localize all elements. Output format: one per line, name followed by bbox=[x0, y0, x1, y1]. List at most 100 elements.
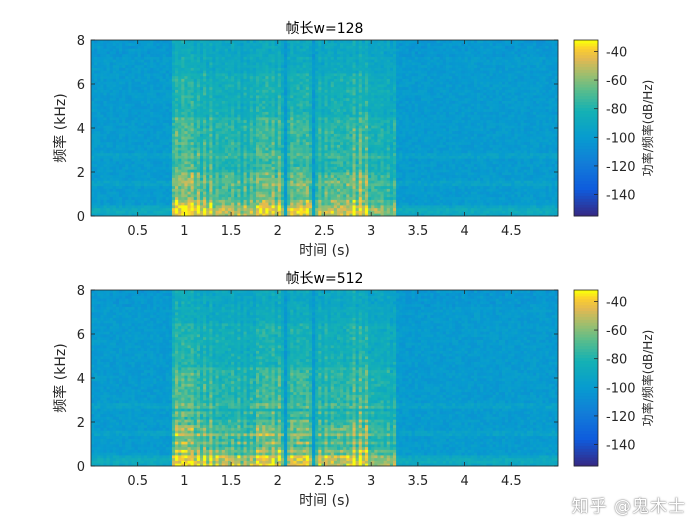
colorbar-segment bbox=[574, 139, 598, 144]
colorbar-segment bbox=[574, 372, 598, 376]
colorbar-segment bbox=[574, 142, 598, 147]
colorbar-segment bbox=[574, 169, 598, 173]
colorbar-segment bbox=[574, 192, 598, 196]
colorbar-segment bbox=[574, 45, 598, 50]
colorbar-segment bbox=[574, 348, 598, 353]
colorbar-segment bbox=[574, 154, 598, 158]
colorbar-segment bbox=[574, 204, 598, 208]
colorbar-segment bbox=[574, 331, 598, 335]
colorbar-segment bbox=[574, 78, 598, 82]
y-tick-label: 2 bbox=[77, 416, 85, 431]
colorbar-tick-label: -100 bbox=[606, 131, 636, 146]
colorbar-segment bbox=[574, 410, 598, 414]
colorbar-segment bbox=[574, 392, 598, 397]
colorbar-segment bbox=[574, 357, 598, 361]
colorbar-segment bbox=[574, 104, 598, 108]
colorbar-segment bbox=[574, 422, 598, 426]
colorbar-segment bbox=[574, 186, 598, 191]
colorbar-segment bbox=[574, 213, 598, 217]
colorbar-segment bbox=[574, 298, 598, 303]
colorbar-segment bbox=[574, 316, 598, 320]
x-tick-label: 4.5 bbox=[501, 474, 522, 489]
colorbar-segment bbox=[574, 386, 598, 391]
colorbar-segment bbox=[574, 40, 598, 44]
x-axis-label: 时间 (s) bbox=[299, 493, 350, 509]
colorbar-segment bbox=[574, 416, 598, 420]
colorbar-segment bbox=[574, 174, 598, 179]
colorbar-tick-label: -100 bbox=[606, 381, 636, 396]
x-tick-label: 4 bbox=[460, 474, 468, 489]
colorbar-segment bbox=[574, 419, 598, 423]
colorbar-segment bbox=[574, 301, 598, 306]
colorbar-segment bbox=[574, 172, 598, 176]
colorbar-tick-label: -120 bbox=[606, 410, 636, 425]
x-tick-label: 1 bbox=[180, 224, 188, 239]
colorbar-segment bbox=[574, 448, 598, 452]
colorbar-segment bbox=[574, 433, 598, 438]
colorbar-segment bbox=[574, 424, 598, 429]
colorbar-segment bbox=[574, 378, 598, 382]
x-tick-label: 2 bbox=[274, 474, 282, 489]
y-tick-label: 0 bbox=[77, 460, 85, 475]
colorbar-segment bbox=[574, 72, 598, 76]
colorbar-frame bbox=[573, 39, 599, 217]
colorbar-tick-label: -140 bbox=[606, 439, 636, 454]
colorbar-segment bbox=[574, 383, 598, 388]
colorbar-segment bbox=[574, 107, 598, 111]
colorbar-segment bbox=[574, 307, 598, 312]
colorbar-segment bbox=[574, 89, 598, 94]
colorbar-segment bbox=[574, 69, 598, 73]
colorbar-segment bbox=[574, 166, 598, 170]
colorbar-segment bbox=[574, 51, 598, 56]
colorbar-segment bbox=[574, 198, 598, 202]
colorbar-segment bbox=[574, 442, 598, 446]
colorbar-label: 功率/频率(dB/Hz) bbox=[640, 80, 655, 177]
spectrogram-panel-2: 0.5 1 1.5 2 2.5 3 3.5 4 4.5 0 2 4 6 8 帧长w=512 时间 (s) 频率 … bbox=[52, 271, 655, 509]
colorbar-segment bbox=[574, 110, 598, 114]
colorbar-segment bbox=[574, 163, 598, 167]
colorbar-segment bbox=[574, 427, 598, 432]
colorbar-segment bbox=[574, 210, 598, 214]
colorbar-segment bbox=[574, 345, 598, 350]
colorbar-segment bbox=[574, 48, 598, 53]
colorbar-segment bbox=[574, 319, 598, 323]
colorbar-segment bbox=[574, 113, 598, 117]
colorbar-segment bbox=[574, 436, 598, 441]
colorbar-segment bbox=[574, 380, 598, 385]
colorbar-segment bbox=[574, 451, 598, 455]
colorbar-segment bbox=[574, 92, 598, 97]
colorbar-segment bbox=[574, 404, 598, 408]
colorbar-segment bbox=[574, 322, 598, 326]
x-tick-label: 0.5 bbox=[127, 474, 148, 489]
colorbar-segment bbox=[574, 42, 598, 47]
colorbar-segment bbox=[574, 148, 598, 152]
chart-title: 帧长w=512 bbox=[286, 271, 364, 287]
colorbar-segment bbox=[574, 151, 598, 155]
colorbar-segment bbox=[574, 189, 598, 194]
colorbar-segment bbox=[574, 177, 598, 182]
x-tick-label: 1.5 bbox=[221, 224, 242, 239]
colorbar-segment bbox=[574, 363, 598, 367]
colorbar-segment bbox=[574, 334, 598, 338]
y-axis-label: 频率 (kHz) bbox=[52, 343, 69, 412]
colorbar-frame bbox=[573, 289, 599, 467]
spectrogram-image bbox=[91, 290, 559, 467]
colorbar-segment bbox=[574, 116, 598, 120]
colorbar-segment bbox=[574, 454, 598, 458]
x-axis-label: 时间 (s) bbox=[299, 243, 350, 259]
colorbar-segment bbox=[574, 375, 598, 379]
colorbar-segment bbox=[574, 398, 598, 402]
colorbar-segment bbox=[574, 366, 598, 370]
chart-title: 帧长w=128 bbox=[286, 21, 364, 37]
colorbar-segment bbox=[574, 413, 598, 417]
colorbar-segment bbox=[574, 66, 598, 70]
y-tick-label: 8 bbox=[77, 34, 85, 49]
colorbar: -40 -60 -80 -100 -120 -140 功率/频率(dB/Hz) bbox=[573, 289, 655, 467]
colorbar-segment bbox=[574, 395, 598, 400]
colorbar-segment bbox=[574, 304, 598, 309]
colorbar-tick-label: -140 bbox=[606, 189, 636, 204]
colorbar-segment bbox=[574, 145, 598, 150]
colorbar-segment bbox=[574, 160, 598, 164]
colorbar-segment bbox=[574, 60, 598, 64]
